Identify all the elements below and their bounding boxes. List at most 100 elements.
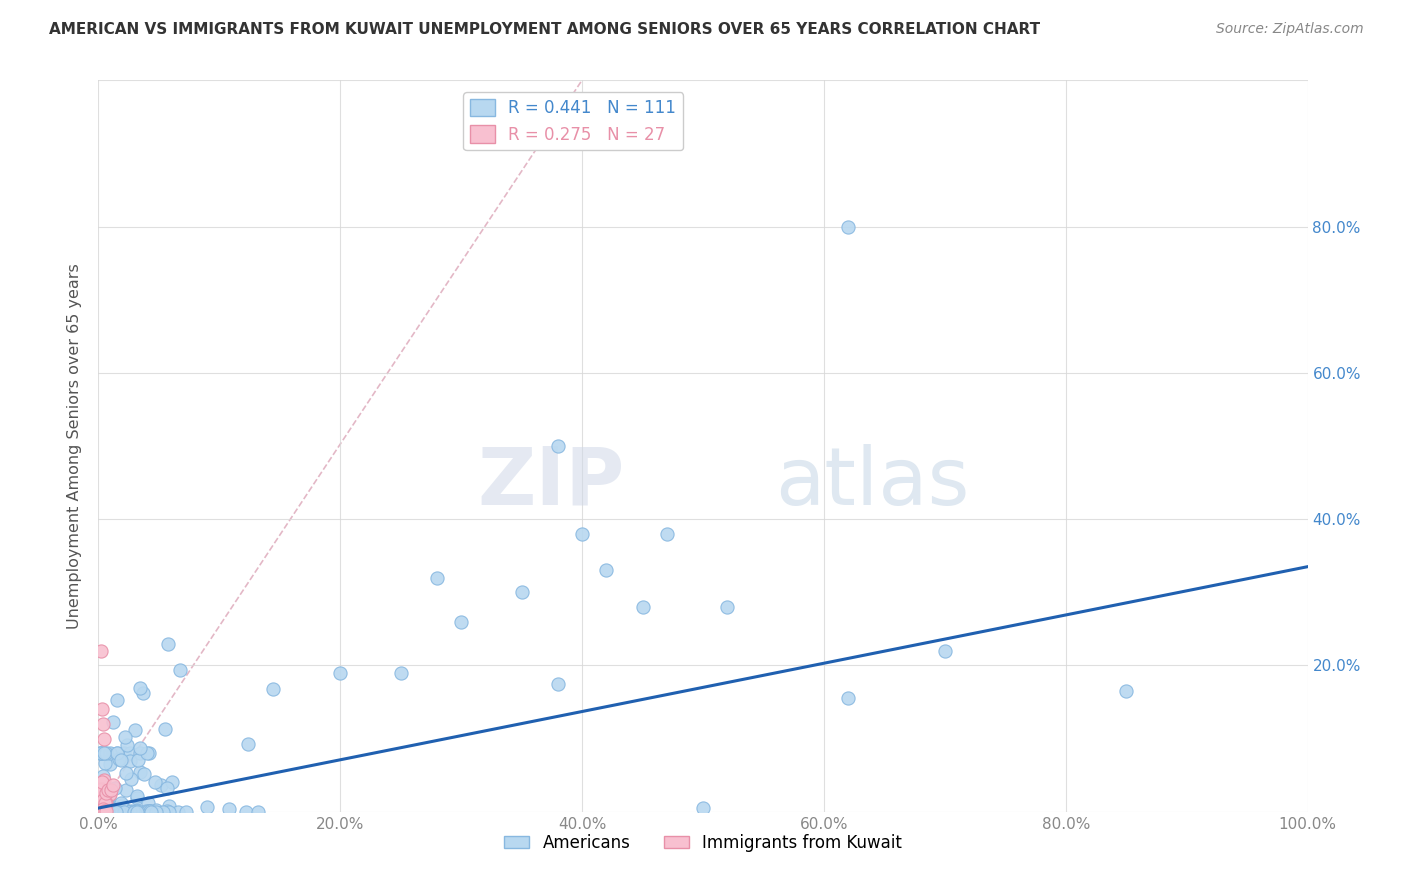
Point <box>94 804 117 818</box>
Point <box>90 804 112 818</box>
Point <box>127 753 149 767</box>
Point <box>98 789 121 803</box>
Point <box>91 793 114 807</box>
Point <box>236 737 259 751</box>
Point <box>547 676 569 690</box>
Point <box>104 801 127 815</box>
Point <box>235 805 257 819</box>
Point <box>120 772 142 786</box>
Point <box>124 805 146 819</box>
Point <box>101 778 124 792</box>
Point <box>169 663 191 677</box>
Point <box>91 702 114 716</box>
Point <box>107 746 129 760</box>
Point <box>129 765 152 780</box>
Point <box>128 741 150 756</box>
Point <box>547 439 569 453</box>
Point <box>115 766 138 780</box>
Point <box>155 804 177 818</box>
Point <box>101 715 124 730</box>
Point <box>108 752 131 766</box>
Point <box>110 753 132 767</box>
Point <box>110 804 132 818</box>
Point <box>134 766 156 780</box>
Point <box>118 804 141 818</box>
Point <box>96 796 118 810</box>
Point <box>837 691 859 706</box>
Point <box>108 804 131 818</box>
Point <box>93 731 115 746</box>
Point <box>145 774 167 789</box>
Point <box>145 803 167 817</box>
Text: AMERICAN VS IMMIGRANTS FROM KUWAIT UNEMPLOYMENT AMONG SENIORS OVER 65 YEARS CORR: AMERICAN VS IMMIGRANTS FROM KUWAIT UNEMP… <box>49 22 1040 37</box>
Point <box>157 798 180 813</box>
Point <box>127 791 149 805</box>
Point <box>90 804 112 818</box>
Point <box>110 797 132 811</box>
Point <box>127 805 149 819</box>
Point <box>98 757 121 772</box>
Point <box>426 571 449 585</box>
Point <box>96 805 118 819</box>
Point <box>125 789 148 803</box>
Point <box>89 783 111 797</box>
Point <box>93 746 115 760</box>
Point <box>89 804 111 818</box>
Point <box>247 805 270 819</box>
Point <box>655 526 678 541</box>
Point <box>89 799 111 814</box>
Point <box>139 804 162 818</box>
Point <box>90 804 112 818</box>
Text: atlas: atlas <box>776 443 970 522</box>
Point <box>93 773 115 788</box>
Point <box>136 746 159 760</box>
Point <box>139 805 162 819</box>
Point <box>112 805 135 819</box>
Point <box>595 563 617 577</box>
Point <box>93 805 115 819</box>
Point <box>716 599 738 614</box>
Point <box>100 782 122 797</box>
Point <box>114 730 136 744</box>
Point <box>89 790 111 805</box>
Point <box>153 722 176 736</box>
Point <box>91 802 114 816</box>
Point <box>1115 684 1137 698</box>
Point <box>115 738 138 752</box>
Point <box>218 802 240 816</box>
Point <box>934 644 956 658</box>
Point <box>91 769 114 783</box>
Point <box>114 782 136 797</box>
Point <box>145 805 167 819</box>
Point <box>149 778 172 792</box>
Point <box>125 804 148 818</box>
Point <box>571 526 593 541</box>
Point <box>107 805 129 819</box>
Point <box>127 804 149 818</box>
Point <box>97 783 120 797</box>
Point <box>90 782 112 797</box>
Text: Source: ZipAtlas.com: Source: ZipAtlas.com <box>1216 22 1364 37</box>
Point <box>93 804 115 818</box>
Point <box>112 746 135 760</box>
Point <box>91 746 114 760</box>
Point <box>124 723 146 738</box>
Point <box>156 781 179 796</box>
Point <box>100 787 122 801</box>
Point <box>94 786 117 800</box>
Point <box>91 717 114 731</box>
Point <box>129 746 152 760</box>
Point <box>167 805 190 819</box>
Point <box>89 746 111 760</box>
Point <box>510 585 533 599</box>
Point <box>152 805 174 819</box>
Point <box>136 796 159 810</box>
Point <box>115 804 138 818</box>
Point <box>90 788 112 802</box>
Point <box>135 804 157 818</box>
Point <box>110 798 132 813</box>
Y-axis label: Unemployment Among Seniors over 65 years: Unemployment Among Seniors over 65 years <box>67 263 83 629</box>
Point <box>90 644 112 658</box>
Point <box>121 804 143 818</box>
Point <box>262 681 284 696</box>
